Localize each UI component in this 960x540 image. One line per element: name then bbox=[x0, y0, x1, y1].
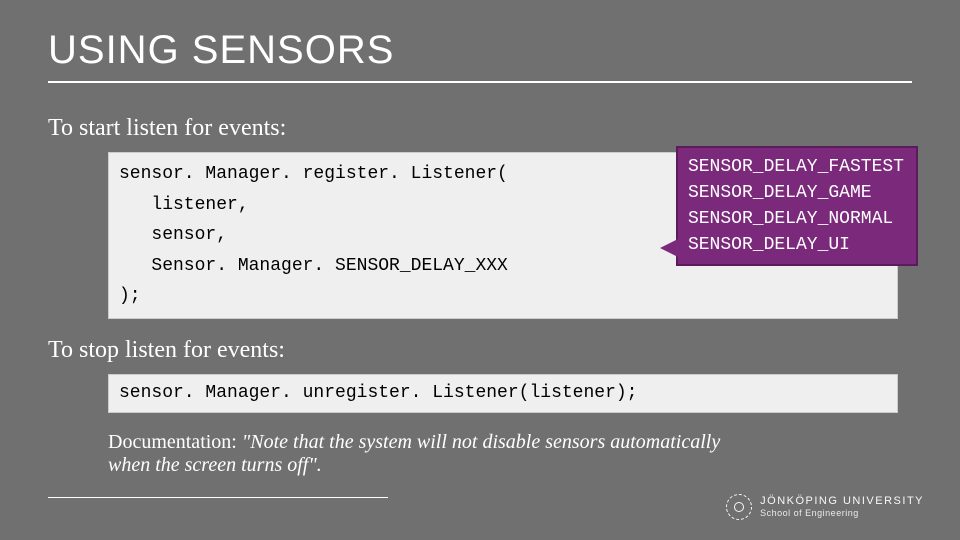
callout-box: SENSOR_DELAY_FASTEST SENSOR_DELAY_GAME S… bbox=[676, 146, 918, 266]
footer-logo-text: JÖNKÖPING UNIVERSITY School of Engineeri… bbox=[760, 495, 924, 519]
intro-text-2: To stop listen for events: bbox=[48, 337, 912, 364]
footer-logo: JÖNKÖPING UNIVERSITY School of Engineeri… bbox=[726, 494, 924, 520]
footer-divider bbox=[48, 497, 388, 498]
university-logo-icon bbox=[726, 494, 752, 520]
logo-inner-circle-icon bbox=[734, 502, 744, 512]
slide-container: USING SENSORS To start listen for events… bbox=[0, 0, 960, 540]
school-name: School of Engineering bbox=[760, 508, 924, 519]
callout-line: SENSOR_DELAY_FASTEST bbox=[688, 154, 904, 180]
university-name: JÖNKÖPING UNIVERSITY bbox=[760, 495, 924, 508]
slide-title: USING SENSORS bbox=[48, 28, 912, 73]
callout-line: SENSOR_DELAY_UI bbox=[688, 232, 904, 258]
code-block-unregister: sensor. Manager. unregister. Listener(li… bbox=[108, 374, 898, 413]
documentation-note: Documentation: "Note that the system wil… bbox=[108, 431, 748, 477]
doc-label: Documentation: bbox=[108, 431, 242, 453]
callout-tail-icon bbox=[660, 238, 680, 258]
callout-line: SENSOR_DELAY_GAME bbox=[688, 180, 904, 206]
title-underline bbox=[48, 81, 912, 83]
callout-line: SENSOR_DELAY_NORMAL bbox=[688, 206, 904, 232]
intro-text-1: To start listen for events: bbox=[48, 115, 912, 142]
